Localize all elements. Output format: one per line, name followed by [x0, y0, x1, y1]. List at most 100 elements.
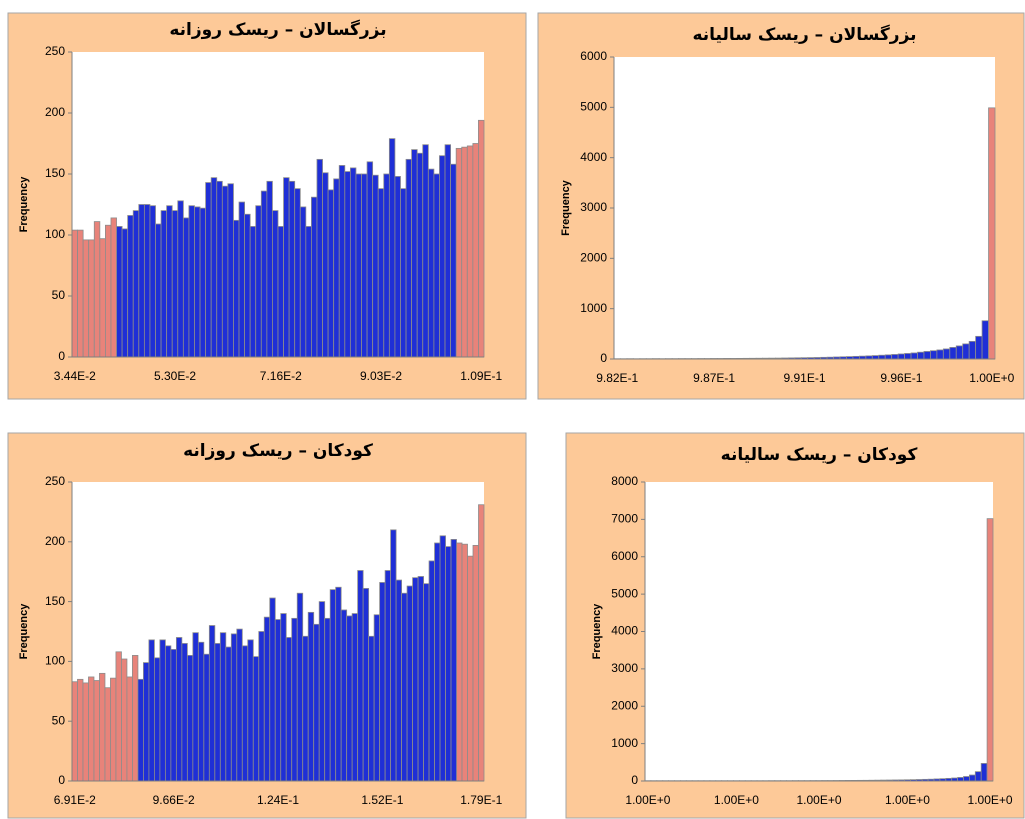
- bar: [132, 655, 139, 782]
- bar: [149, 205, 156, 358]
- bar: [164, 645, 172, 782]
- bar: [461, 146, 468, 358]
- bar: [346, 615, 353, 782]
- y-tick-label: 6000: [580, 49, 607, 63]
- bar: [461, 543, 468, 782]
- bar: [127, 215, 134, 358]
- bar: [450, 539, 457, 782]
- bar: [478, 504, 485, 782]
- bar: [423, 583, 430, 782]
- bar: [355, 173, 362, 358]
- bar: [394, 176, 401, 358]
- bar: [445, 546, 452, 782]
- bar: [302, 635, 309, 782]
- bar: [406, 585, 413, 782]
- bar: [99, 672, 106, 782]
- bar: [71, 681, 78, 782]
- bar: [214, 643, 221, 782]
- chart-title: بزرگسالان – ریسک روزانه: [169, 19, 386, 40]
- chart-title: بزرگسالان – ریسک سالیانه: [692, 24, 916, 45]
- bar: [871, 355, 880, 360]
- bar: [390, 529, 397, 782]
- y-tick-label: 50: [52, 713, 66, 727]
- bar: [384, 570, 392, 782]
- bar: [401, 592, 408, 782]
- x-tick-label: 9.87E-1: [693, 371, 735, 385]
- bar: [455, 147, 463, 358]
- bar: [472, 143, 479, 358]
- x-tick-label: 9.03E-2: [360, 369, 402, 383]
- y-tick-label: 100: [45, 227, 65, 241]
- bar: [411, 149, 418, 358]
- bar: [280, 613, 287, 782]
- bar: [115, 651, 122, 782]
- bar: [466, 145, 474, 358]
- y-tick-label: 150: [45, 594, 65, 608]
- bar: [942, 348, 951, 360]
- bar: [344, 171, 351, 358]
- bar: [197, 641, 205, 782]
- y-tick-label: 150: [45, 166, 65, 180]
- bar: [93, 221, 101, 358]
- bar: [188, 205, 195, 358]
- bar: [283, 177, 290, 358]
- bar: [177, 200, 184, 358]
- bar: [412, 577, 419, 782]
- bar: [205, 182, 212, 358]
- bar: [170, 649, 177, 782]
- bar: [335, 586, 342, 782]
- bar: [143, 204, 151, 358]
- bar: [439, 155, 446, 358]
- bar: [159, 639, 166, 782]
- bar: [372, 174, 379, 358]
- bar: [910, 352, 918, 360]
- x-tick-label: 1.00E+0: [714, 793, 759, 807]
- y-axis-label: Frequency: [591, 603, 603, 660]
- bar: [311, 196, 318, 358]
- chart-title: کودکان – ریسک سالیانه: [721, 445, 918, 465]
- bar: [249, 226, 257, 358]
- x-tick-label: 1.00E+0: [625, 793, 670, 807]
- bar: [291, 617, 298, 782]
- bar: [285, 637, 293, 782]
- bar: [981, 320, 989, 360]
- bar: [333, 178, 340, 358]
- bar: [93, 680, 100, 782]
- bar: [930, 350, 938, 360]
- bar: [88, 239, 95, 358]
- plot-area: [614, 57, 995, 359]
- bar: [988, 107, 996, 360]
- bar: [210, 177, 218, 358]
- bar: [160, 210, 168, 358]
- y-tick-label: 5000: [580, 100, 607, 114]
- x-tick-label: 9.82E-1: [596, 371, 638, 385]
- x-tick-label: 9.91E-1: [783, 371, 825, 385]
- bar: [329, 589, 337, 782]
- bar: [274, 619, 282, 782]
- bar: [238, 201, 245, 358]
- bar: [963, 776, 970, 782]
- bar: [878, 354, 886, 360]
- bar: [121, 658, 128, 782]
- y-tick-label: 4000: [611, 624, 638, 638]
- bar: [171, 210, 179, 358]
- bar: [175, 637, 183, 782]
- y-tick-label: 50: [52, 288, 66, 302]
- bar: [957, 777, 964, 782]
- bar: [472, 544, 479, 782]
- y-tick-label: 7000: [611, 512, 638, 526]
- bar: [255, 205, 262, 358]
- bar: [132, 210, 140, 358]
- bar: [456, 542, 463, 782]
- bar: [137, 678, 144, 782]
- y-tick-label: 6000: [611, 549, 638, 563]
- bar: [126, 676, 133, 782]
- y-tick-label: 0: [600, 351, 607, 365]
- y-tick-label: 200: [45, 534, 65, 548]
- bar: [327, 189, 335, 358]
- bar: [444, 144, 451, 358]
- bar: [88, 676, 95, 782]
- plot-area: [645, 482, 993, 781]
- bar: [422, 144, 429, 358]
- bar: [936, 349, 944, 360]
